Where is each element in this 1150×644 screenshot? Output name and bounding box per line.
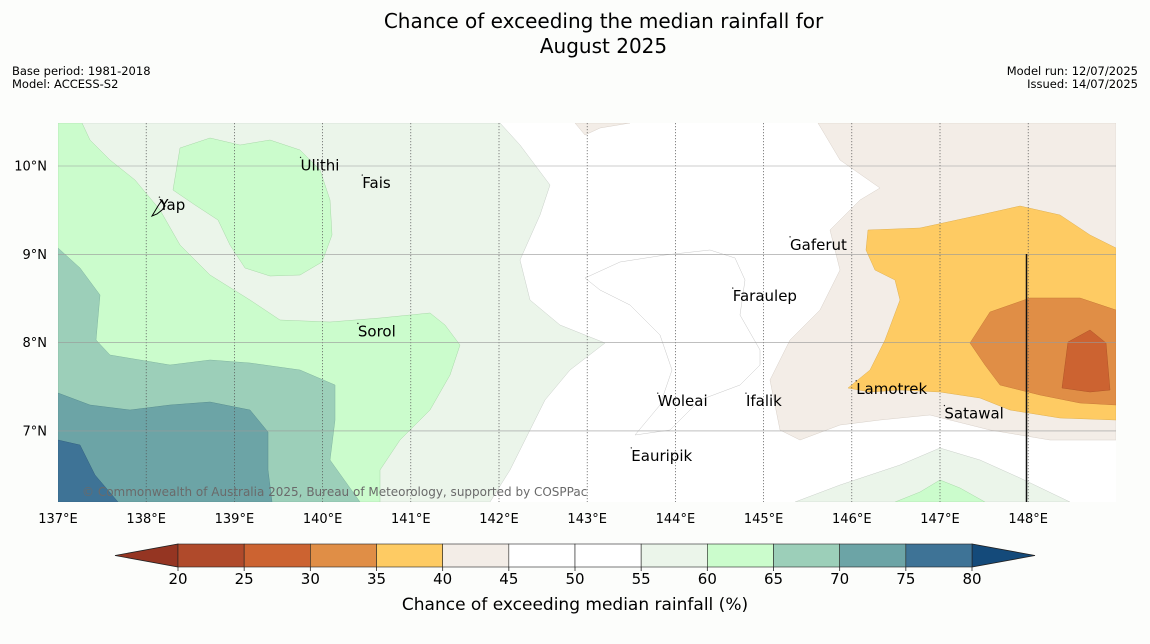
place-marker: [789, 236, 791, 238]
contour-75-80: [58, 439, 119, 502]
colorbar-label: Chance of exceeding median rainfall (%): [402, 595, 748, 615]
colorbar-tick-label: 50: [565, 570, 584, 588]
place-label: Yap: [158, 196, 185, 214]
place-labels: Ulithi Fais Yap Gaferut Faraulep Sorol Lamotre…: [158, 156, 1003, 465]
place-label: Ifalik: [746, 392, 782, 410]
colorbar-swatch: [640, 543, 708, 568]
x-axis: 137°E 138°E 139°E 140°E 141°E 142°E 143°E 144°E…: [38, 512, 1048, 527]
colorbar-tick-label: 35: [367, 570, 386, 588]
base-period: Base period: 1981-2018: [12, 64, 151, 78]
place-label: Faraulep: [733, 287, 797, 305]
yap-island: [150, 199, 166, 218]
colorbar-swatch: [905, 543, 973, 568]
place-marker: [732, 287, 734, 289]
place-marker: [361, 174, 363, 176]
issued-date: Issued: 14/07/2025: [1027, 77, 1138, 91]
x-tick-label: 146°E: [832, 512, 872, 527]
contour-60-65-north: [172, 137, 333, 277]
colorbar-swatch: [508, 543, 576, 568]
colorbar-swatch: [707, 543, 774, 568]
model-name: Model: ACCESS-S2: [12, 77, 119, 91]
colorbar-tick-label: 55: [632, 570, 651, 588]
title-line-1: Chance of exceeding the median rainfall …: [383, 9, 824, 33]
copyright-text: © Commonwealth of Australia 2025, Bureau…: [82, 485, 587, 499]
place-marker: [357, 322, 359, 325]
colorbar: 20 25 30 35 40 45 50 55 60 65 70 75 80 Chance of exce…: [114, 543, 1036, 615]
meta-right: Model run: 12/07/2025 Issued: 14/07/2025: [1007, 65, 1138, 91]
map-title: Chance of exceeding the median rainfall …: [0, 9, 1150, 59]
model-run: Model run: 12/07/2025: [1006, 64, 1138, 78]
x-tick-label: 140°E: [303, 512, 343, 527]
colorbar-tick-label: 60: [698, 570, 717, 588]
x-tick-label: 137°E: [38, 512, 78, 527]
y-tick-label: 7°N: [23, 424, 48, 439]
x-tick-label: 148°E: [1008, 512, 1048, 527]
place-marker: [855, 380, 857, 382]
colorbar-swatch: [310, 543, 377, 568]
colorbar-tick-label: 30: [301, 570, 320, 588]
x-tick-label: 141°E: [391, 512, 431, 527]
colorbar-tick-label: 75: [896, 570, 915, 588]
colorbar-over-arrow: [971, 543, 1036, 568]
place-label: Ulithi: [301, 156, 340, 174]
colorbar-under-arrow: [114, 543, 179, 568]
contour-25-30: [1061, 329, 1111, 393]
colorbar-swatch: [773, 543, 840, 568]
x-tick-label: 139°E: [215, 512, 255, 527]
place-label: Eauripik: [631, 447, 692, 465]
colorbar-tick-label: 80: [962, 570, 981, 588]
colorbar-swatch: [376, 543, 443, 568]
meta-left: Base period: 1981-2018 Model: ACCESS-S2: [12, 65, 151, 91]
place-label: Fais: [362, 174, 391, 192]
x-tick-label: 145°E: [744, 512, 784, 527]
title-line-2: August 2025: [539, 34, 668, 58]
colorbar-tick-label: 20: [168, 570, 187, 588]
colorbar-swatch: [574, 543, 642, 568]
place-label: Woleai: [658, 392, 708, 410]
colorbar-swatch: [243, 543, 311, 568]
place-marker: [299, 156, 302, 159]
y-axis: 10°N 9°N 8°N 7°N: [14, 160, 47, 440]
colorbar-tick-label: 70: [830, 570, 849, 588]
contour-70-75: [58, 392, 273, 502]
y-tick-label: 9°N: [23, 248, 48, 263]
map-gridlines: [58, 123, 1116, 502]
place-marker: [630, 447, 632, 449]
colorbar-swatch: [839, 543, 907, 568]
colorbar-swatch: [442, 543, 510, 568]
contour-60-65-south: [894, 479, 986, 502]
x-tick-label: 138°E: [126, 512, 166, 527]
place-marker: [745, 392, 747, 394]
contour-55-60-south: [794, 447, 1071, 502]
place-marker: [657, 392, 659, 394]
x-tick-label: 142°E: [479, 512, 519, 527]
place-label: Gaferut: [790, 236, 847, 254]
colorbar-swatch: [177, 543, 245, 568]
colorbar-tick-label: 40: [433, 570, 452, 588]
place-label: Sorol: [358, 322, 396, 340]
place-label: Lamotrek: [856, 380, 927, 398]
y-tick-label: 10°N: [14, 160, 47, 175]
x-tick-label: 144°E: [656, 512, 696, 527]
x-tick-label: 143°E: [567, 512, 607, 527]
x-tick-label: 147°E: [920, 512, 960, 527]
y-tick-label: 8°N: [23, 336, 48, 351]
place-label: Satawal: [944, 405, 1003, 423]
contour-45-50-north: [574, 123, 631, 136]
colorbar-tick-label: 45: [499, 570, 518, 588]
colorbar-tick-label: 25: [235, 570, 254, 588]
place-marker: [158, 196, 161, 198]
colorbar-tick-label: 65: [764, 570, 783, 588]
place-marker: [943, 404, 946, 407]
